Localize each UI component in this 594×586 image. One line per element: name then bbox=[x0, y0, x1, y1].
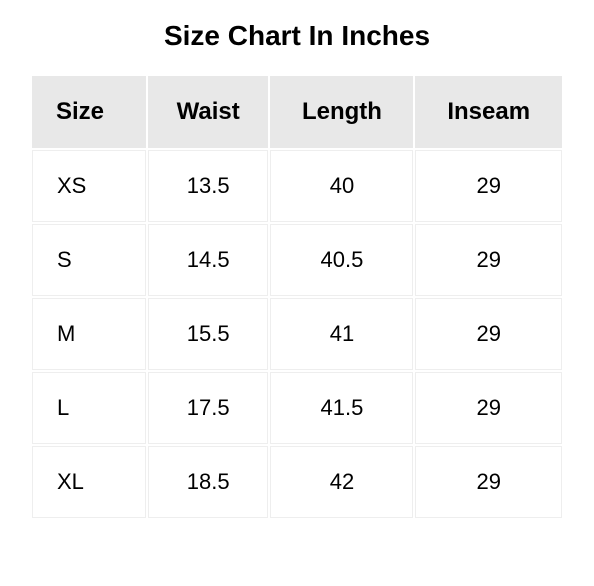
table-header-row: Size Waist Length Inseam bbox=[32, 76, 562, 148]
cell-size: L bbox=[32, 372, 146, 444]
cell-waist: 15.5 bbox=[148, 298, 269, 370]
table-row: M 15.5 41 29 bbox=[32, 298, 562, 370]
cell-size: S bbox=[32, 224, 146, 296]
cell-waist: 18.5 bbox=[148, 446, 269, 518]
table-row: XL 18.5 42 29 bbox=[32, 446, 562, 518]
table-row: S 14.5 40.5 29 bbox=[32, 224, 562, 296]
cell-inseam: 29 bbox=[415, 150, 562, 222]
size-chart-table: Size Waist Length Inseam XS 13.5 40 29 S… bbox=[30, 74, 564, 520]
cell-size: XL bbox=[32, 446, 146, 518]
cell-length: 40.5 bbox=[270, 224, 413, 296]
cell-inseam: 29 bbox=[415, 224, 562, 296]
cell-size: M bbox=[32, 298, 146, 370]
chart-title: Size Chart In Inches bbox=[30, 20, 564, 52]
cell-waist: 17.5 bbox=[148, 372, 269, 444]
cell-inseam: 29 bbox=[415, 298, 562, 370]
col-header-size: Size bbox=[32, 76, 146, 148]
col-header-length: Length bbox=[270, 76, 413, 148]
table-row: XS 13.5 40 29 bbox=[32, 150, 562, 222]
cell-size: XS bbox=[32, 150, 146, 222]
cell-length: 42 bbox=[270, 446, 413, 518]
cell-length: 41 bbox=[270, 298, 413, 370]
table-row: L 17.5 41.5 29 bbox=[32, 372, 562, 444]
cell-length: 41.5 bbox=[270, 372, 413, 444]
cell-waist: 14.5 bbox=[148, 224, 269, 296]
cell-inseam: 29 bbox=[415, 372, 562, 444]
cell-length: 40 bbox=[270, 150, 413, 222]
cell-waist: 13.5 bbox=[148, 150, 269, 222]
col-header-inseam: Inseam bbox=[415, 76, 562, 148]
col-header-waist: Waist bbox=[148, 76, 269, 148]
cell-inseam: 29 bbox=[415, 446, 562, 518]
